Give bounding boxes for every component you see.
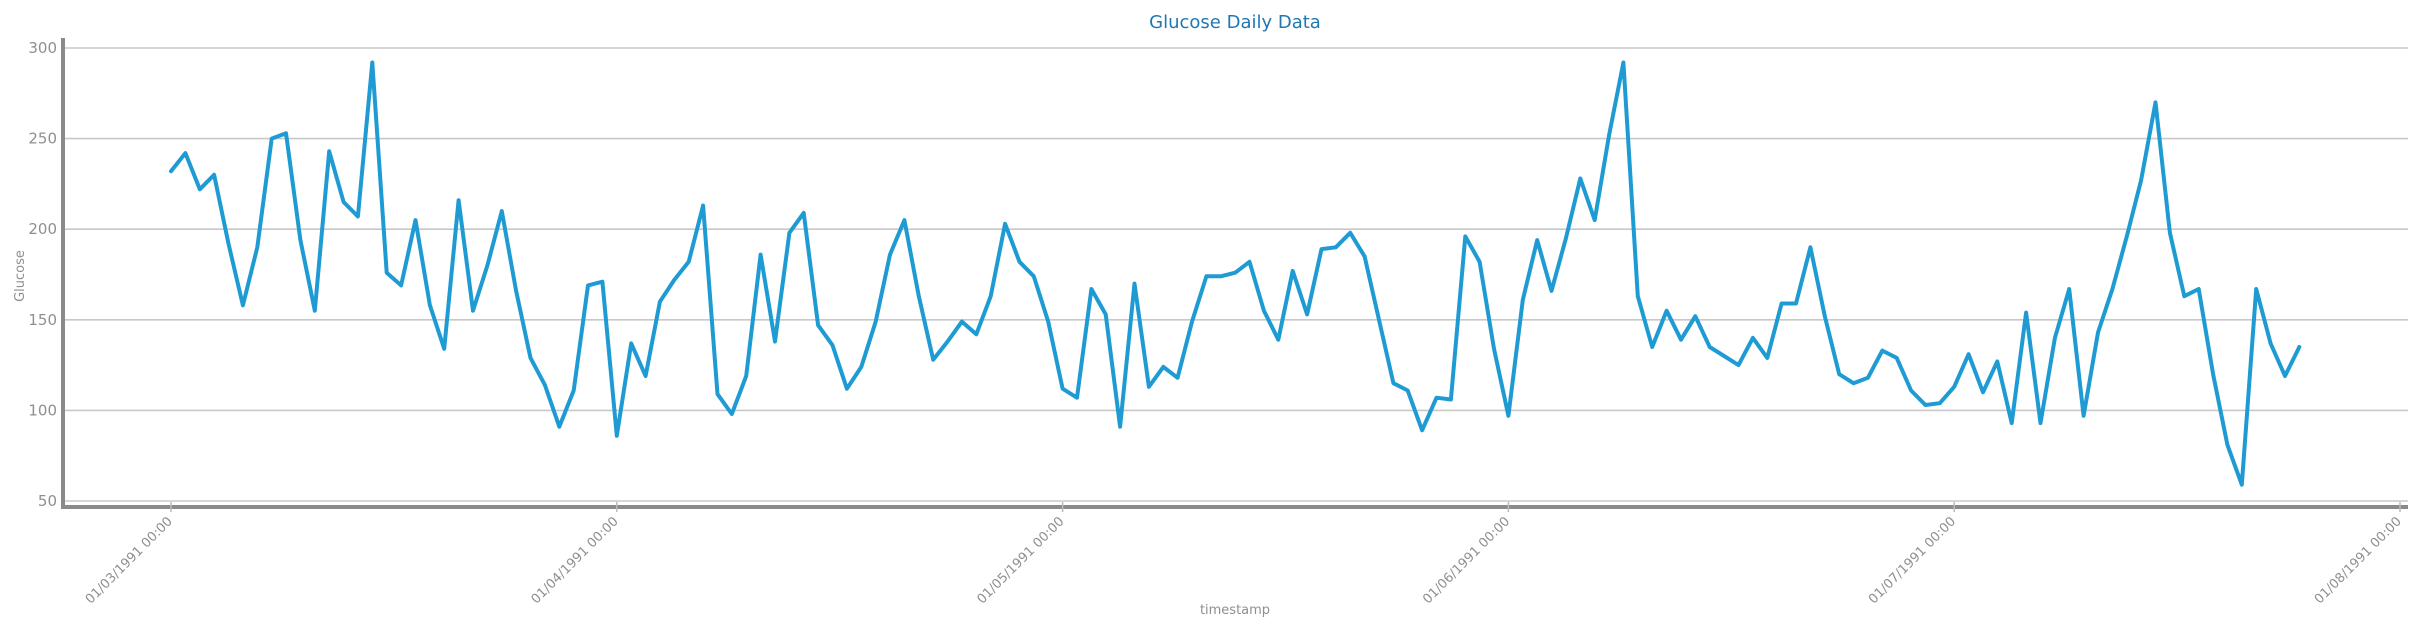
series-line-glucose	[169, 60, 2302, 487]
y-tick-label: 200	[28, 220, 57, 238]
x-tick-label: 01/04/1991 00:00	[529, 514, 622, 607]
x-tick-label: 01/08/1991 00:00	[2312, 514, 2405, 607]
y-tick-label: 50	[38, 492, 57, 510]
x-tick-label: 01/07/1991 00:00	[1866, 514, 1959, 607]
y-tick-label: 300	[28, 39, 57, 57]
y-tick-label: 150	[28, 311, 57, 329]
axes	[61, 38, 2408, 509]
x-tick-label: 01/05/1991 00:00	[974, 514, 1067, 607]
y-tick-label: 100	[28, 401, 57, 419]
x-tick-label: 01/06/1991 00:00	[1420, 514, 1513, 607]
x-axis-label: timestamp	[1200, 603, 1270, 618]
x-tick-labels: 01/03/1991 00:00 01/04/1991 00:00 01/05/19…	[83, 502, 2405, 607]
y-tick-labels: 50 100 150 200 250 300	[28, 39, 57, 510]
series-layer	[169, 60, 2302, 487]
chart-title: Glucose Daily Data	[1149, 12, 1321, 33]
y-tick-label: 250	[28, 130, 57, 148]
y-axis-label: Glucose	[13, 250, 28, 302]
x-tick-label: 01/03/1991 00:00	[83, 514, 176, 607]
